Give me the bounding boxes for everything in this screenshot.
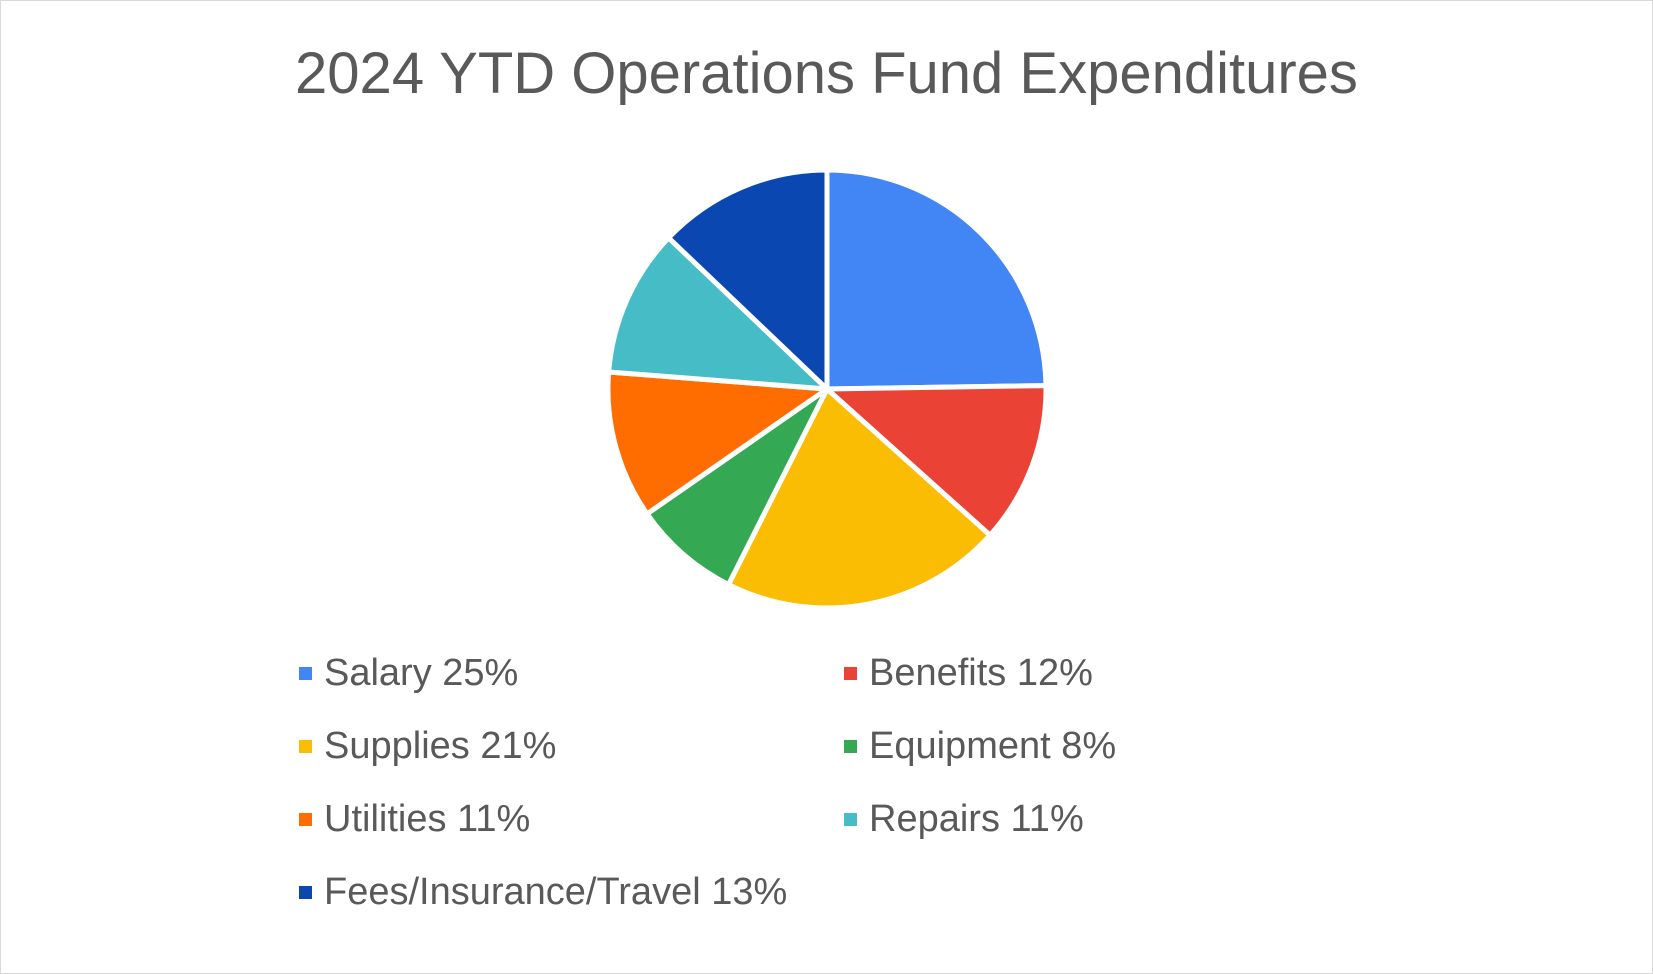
legend-swatch [844,666,857,680]
chart-title: 2024 YTD Operations Fund Expenditures [295,41,1358,106]
legend-swatch [299,885,312,899]
pie-slice-salary [824,167,1049,392]
pie-slice-repairs [606,235,830,392]
legend-item-repairs: Repairs 11% [844,794,1084,844]
legend-label: Equipment 8% [869,724,1117,767]
legend-item-supplies: Supplies 21% [299,721,556,771]
legend-swatch [299,666,312,680]
legend-item-equipment: Equipment 8% [844,721,1116,771]
legend-label: Supplies 21% [324,724,557,767]
legend-swatch [299,812,312,826]
legend-label: Benefits 12% [869,651,1093,694]
legend-swatch [844,812,857,826]
legend-swatch [844,739,857,753]
legend-item-fees-insurance-travel: Fees/Insurance/Travel 13% [299,867,787,917]
pie-slice-supplies [725,386,993,611]
legend-label: Salary 25% [324,651,519,694]
legend-label: Utilities 11% [324,797,531,840]
legend-label: Fees/Insurance/Travel 13% [324,870,788,913]
legend-label: Repairs 11% [869,797,1084,840]
pie-slice-fees-insurance-travel [666,167,830,392]
legend-item-utilities: Utilities 11% [299,794,530,844]
pie-slice-benefits [824,383,1049,538]
legend-item-benefits: Benefits 12% [844,648,1093,698]
legend-item-salary: Salary 25% [299,648,518,698]
legend-swatch [299,739,312,753]
pie-slice-utilities [605,369,830,517]
